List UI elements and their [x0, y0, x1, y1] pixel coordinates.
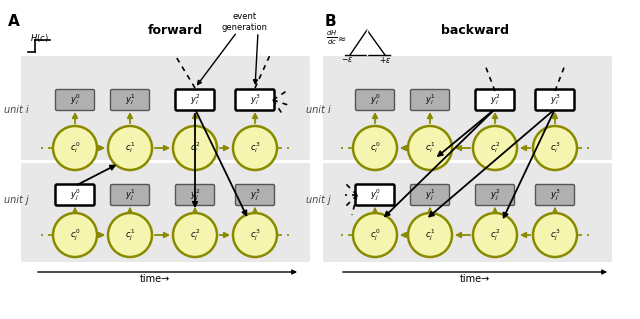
- FancyBboxPatch shape: [21, 163, 310, 262]
- Text: $c_j^{1}$: $c_j^{1}$: [425, 227, 435, 243]
- FancyBboxPatch shape: [355, 184, 394, 205]
- Circle shape: [53, 126, 97, 170]
- FancyBboxPatch shape: [476, 184, 515, 205]
- Text: time→: time→: [460, 274, 490, 284]
- Text: backward: backward: [441, 24, 509, 36]
- Text: $y_i^{2}$: $y_i^{2}$: [189, 93, 200, 108]
- Text: $c_j^{1}$: $c_j^{1}$: [125, 227, 135, 243]
- FancyBboxPatch shape: [536, 90, 575, 110]
- FancyBboxPatch shape: [111, 90, 150, 110]
- Text: $c_j^{3}$: $c_j^{3}$: [550, 227, 560, 243]
- Text: $y_i^{0}$: $y_i^{0}$: [70, 93, 81, 108]
- Text: $c_j^{2}$: $c_j^{2}$: [190, 227, 200, 243]
- Text: $c_i^{2}$: $c_i^{2}$: [190, 141, 200, 155]
- Text: $y_j^{3}$: $y_j^{3}$: [550, 187, 561, 203]
- Circle shape: [353, 126, 397, 170]
- Text: $\frac{dH}{dc}$: $\frac{dH}{dc}$: [326, 29, 338, 47]
- Text: $y_j^{1}$: $y_j^{1}$: [125, 187, 135, 203]
- Text: unit j: unit j: [4, 195, 28, 205]
- Text: $y_i^{1}$: $y_i^{1}$: [125, 93, 135, 108]
- Text: $c_i^{2}$: $c_i^{2}$: [490, 141, 500, 155]
- Text: $c_i^{0}$: $c_i^{0}$: [70, 141, 80, 155]
- Text: $c_i^{3}$: $c_i^{3}$: [550, 141, 560, 155]
- Text: $y_j^{1}$: $y_j^{1}$: [425, 187, 435, 203]
- Text: $y_i^{0}$: $y_i^{0}$: [369, 93, 380, 108]
- Text: $y_i^{3}$: $y_i^{3}$: [250, 93, 260, 108]
- Text: $y_j^{2}$: $y_j^{2}$: [189, 187, 200, 203]
- Text: $c_j^{2}$: $c_j^{2}$: [490, 227, 500, 243]
- Text: $c_j^{3}$: $c_j^{3}$: [250, 227, 260, 243]
- Text: event
generation: event generation: [222, 12, 268, 32]
- Circle shape: [233, 213, 277, 257]
- FancyBboxPatch shape: [21, 56, 310, 160]
- Text: $c_i^{1}$: $c_i^{1}$: [425, 141, 435, 155]
- Text: $c_i^{0}$: $c_i^{0}$: [370, 141, 380, 155]
- FancyBboxPatch shape: [175, 90, 214, 110]
- Text: $c_i^{1}$: $c_i^{1}$: [125, 141, 135, 155]
- Circle shape: [173, 126, 217, 170]
- Text: B: B: [325, 14, 337, 29]
- Circle shape: [233, 126, 277, 170]
- Text: forward: forward: [147, 24, 203, 36]
- FancyBboxPatch shape: [536, 184, 575, 205]
- Text: $+\varepsilon$: $+\varepsilon$: [379, 55, 391, 65]
- Circle shape: [533, 213, 577, 257]
- Text: $y_j^{0}$: $y_j^{0}$: [369, 187, 380, 203]
- FancyBboxPatch shape: [56, 184, 95, 205]
- Circle shape: [473, 213, 517, 257]
- Text: $y_i^{3}$: $y_i^{3}$: [550, 93, 561, 108]
- Text: unit i: unit i: [306, 105, 330, 115]
- Text: A: A: [8, 14, 20, 29]
- FancyBboxPatch shape: [323, 163, 612, 262]
- Circle shape: [473, 126, 517, 170]
- FancyBboxPatch shape: [476, 90, 515, 110]
- Circle shape: [173, 213, 217, 257]
- Text: $y_j^{0}$: $y_j^{0}$: [70, 187, 81, 203]
- Text: $y_i^{2}$: $y_i^{2}$: [490, 93, 500, 108]
- Circle shape: [53, 213, 97, 257]
- FancyBboxPatch shape: [111, 184, 150, 205]
- Circle shape: [108, 213, 152, 257]
- Text: $-\varepsilon$: $-\varepsilon$: [341, 56, 353, 64]
- Circle shape: [108, 126, 152, 170]
- Circle shape: [408, 213, 452, 257]
- Text: unit j: unit j: [306, 195, 330, 205]
- FancyBboxPatch shape: [355, 90, 394, 110]
- Text: unit i: unit i: [4, 105, 28, 115]
- FancyBboxPatch shape: [323, 56, 612, 160]
- Text: $c_j^{0}$: $c_j^{0}$: [70, 227, 80, 243]
- Text: time→: time→: [140, 274, 170, 284]
- FancyBboxPatch shape: [410, 90, 449, 110]
- Text: $H(c)$: $H(c)$: [30, 32, 49, 44]
- Circle shape: [408, 126, 452, 170]
- FancyBboxPatch shape: [56, 90, 95, 110]
- FancyBboxPatch shape: [175, 184, 214, 205]
- Text: $\approx$: $\approx$: [337, 33, 348, 43]
- Text: $y_j^{3}$: $y_j^{3}$: [250, 187, 260, 203]
- FancyBboxPatch shape: [236, 184, 275, 205]
- Circle shape: [353, 213, 397, 257]
- Circle shape: [533, 126, 577, 170]
- FancyBboxPatch shape: [236, 90, 275, 110]
- Text: $c_j^{0}$: $c_j^{0}$: [370, 227, 380, 243]
- Text: $c_i^{3}$: $c_i^{3}$: [250, 141, 260, 155]
- Text: $y_j^{2}$: $y_j^{2}$: [490, 187, 500, 203]
- FancyBboxPatch shape: [410, 184, 449, 205]
- Text: $y_i^{1}$: $y_i^{1}$: [425, 93, 435, 108]
